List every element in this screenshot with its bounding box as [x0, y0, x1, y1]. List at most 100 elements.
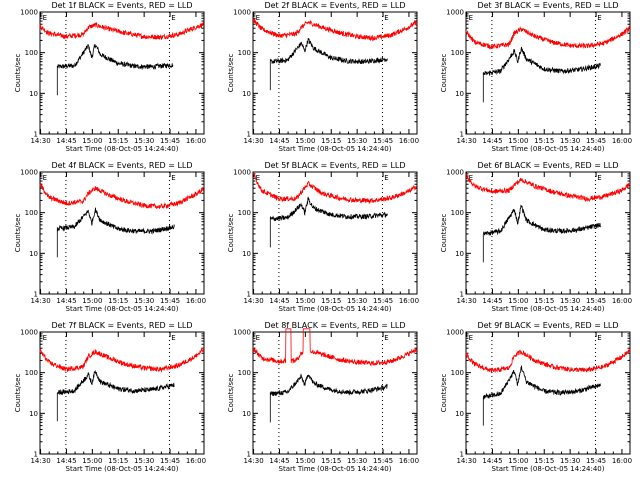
plot-frame — [39, 11, 205, 135]
x-tick-label: 15:00 — [82, 297, 102, 305]
y-tick-label: 10 — [242, 250, 251, 258]
lld-series-line — [39, 21, 205, 41]
x-tick-label: 15:45 — [373, 137, 393, 145]
y-tick-label: 10 — [455, 250, 464, 258]
plot-frame — [252, 331, 418, 455]
panel-title: Det 6f BLACK = Events, RED = LLD — [477, 161, 618, 170]
chart-panel-7: Det 7f BLACK = Events, RED = LLD E E 1 10 100… — [14, 321, 206, 473]
x-tick-label: 15:00 — [295, 137, 315, 145]
x-tick-label: 15:15 — [321, 137, 341, 145]
x-tick-label: 14:45 — [56, 297, 76, 305]
marker-letter: E — [256, 174, 260, 182]
y-tick-label: 1000 — [20, 169, 38, 177]
x-axis-label: Start Time (08-Oct-05 14:24:40) — [492, 145, 605, 153]
marker-letter: E — [597, 334, 601, 342]
y-tick-label: 1000 — [20, 329, 38, 337]
marker-letter: E — [171, 334, 175, 342]
y-axis-label: Counts/sec — [14, 214, 22, 253]
x-axis-label: Start Time (08-Oct-05 14:24:40) — [279, 145, 392, 153]
y-tick-label: 1 — [460, 131, 464, 139]
events-series-line — [269, 196, 388, 248]
events-series-line — [482, 204, 601, 263]
y-tick-label: 10 — [242, 410, 251, 418]
plot-frame — [465, 171, 631, 295]
y-axis-label: Counts/sec — [227, 374, 235, 413]
marker-letter: E — [597, 174, 601, 182]
x-tick-label: 15:45 — [160, 297, 180, 305]
lld-series-line — [465, 25, 631, 50]
y-axis-label: Counts/sec — [227, 54, 235, 93]
y-tick-label: 1 — [247, 451, 251, 459]
x-tick-label: 14:45 — [269, 137, 289, 145]
chart-panel-8: Det 8f BLACK = Events, RED = LLD E E 1 10 100… — [227, 321, 419, 473]
y-tick-label: 10 — [455, 410, 464, 418]
x-tick-label: 15:15 — [534, 457, 554, 465]
x-tick-label: 16:00 — [399, 297, 419, 305]
x-tick-label: 14:30 — [456, 457, 476, 465]
y-tick-label: 100 — [451, 369, 464, 377]
x-tick-label: 15:00 — [508, 457, 528, 465]
y-tick-label: 10 — [29, 90, 38, 98]
y-tick-label: 1000 — [233, 169, 251, 177]
x-axis-label: Start Time (08-Oct-05 14:24:40) — [492, 305, 605, 313]
x-tick-label: 14:30 — [243, 297, 263, 305]
y-tick-label: 1 — [247, 291, 251, 299]
plot-frame — [252, 171, 418, 295]
x-tick-label: 14:45 — [482, 457, 502, 465]
y-axis-label: Counts/sec — [440, 374, 448, 413]
lld-series-line — [252, 172, 418, 205]
x-tick-label: 14:30 — [243, 457, 263, 465]
y-tick-label: 1000 — [446, 9, 464, 17]
chart-panel-5: Det 5f BLACK = Events, RED = LLD E E 1 10 100… — [227, 161, 419, 313]
y-tick-label: 100 — [238, 369, 251, 377]
x-tick-label: 16:00 — [612, 457, 632, 465]
y-tick-label: 10 — [242, 90, 251, 98]
x-tick-label: 14:30 — [30, 137, 50, 145]
x-axis-label: Start Time (08-Oct-05 14:24:40) — [492, 465, 605, 473]
events-series-line — [482, 365, 601, 426]
y-tick-label: 1 — [247, 131, 251, 139]
panel-title: Det 9f BLACK = Events, RED = LLD — [477, 321, 618, 330]
plot-frame — [39, 331, 205, 455]
y-tick-label: 100 — [238, 49, 251, 57]
x-tick-label: 15:30 — [134, 297, 154, 305]
panel-title: Det 5f BLACK = Events, RED = LLD — [264, 161, 405, 170]
x-tick-label: 14:30 — [30, 297, 50, 305]
x-axis-label: Start Time (08-Oct-05 14:24:40) — [279, 465, 392, 473]
x-tick-label: 14:45 — [482, 297, 502, 305]
x-tick-label: 16:00 — [186, 297, 206, 305]
x-tick-label: 14:30 — [456, 297, 476, 305]
marker-letter: E — [384, 14, 388, 22]
x-tick-label: 14:45 — [269, 297, 289, 305]
y-tick-label: 1000 — [446, 329, 464, 337]
y-tick-label: 100 — [451, 49, 464, 57]
x-tick-label: 15:15 — [534, 297, 554, 305]
x-tick-label: 15:15 — [108, 137, 128, 145]
x-tick-label: 15:00 — [295, 457, 315, 465]
y-tick-label: 10 — [455, 90, 464, 98]
x-tick-label: 15:30 — [134, 137, 154, 145]
y-axis-label: Counts/sec — [440, 54, 448, 93]
y-axis-label: Counts/sec — [14, 54, 22, 93]
x-tick-label: 15:00 — [82, 137, 102, 145]
marker-letter: E — [597, 14, 601, 22]
x-axis-label: Start Time (08-Oct-05 14:24:40) — [279, 305, 392, 313]
panel-title: Det 7f BLACK = Events, RED = LLD — [51, 321, 192, 330]
y-tick-label: 1000 — [233, 9, 251, 17]
x-tick-label: 15:15 — [321, 297, 341, 305]
x-axis-label: Start Time (08-Oct-05 14:24:40) — [66, 145, 179, 153]
lld-series-line — [465, 349, 631, 374]
y-tick-label: 1000 — [20, 9, 38, 17]
x-tick-label: 15:00 — [82, 457, 102, 465]
events-series-line — [482, 46, 601, 103]
x-tick-label: 15:15 — [534, 137, 554, 145]
y-tick-label: 100 — [238, 209, 251, 217]
y-tick-label: 100 — [25, 209, 38, 217]
marker-letter: E — [256, 334, 260, 342]
chart-panel-2: Det 2f BLACK = Events, RED = LLD E E 1 10 100… — [227, 1, 419, 153]
x-tick-label: 16:00 — [612, 137, 632, 145]
x-tick-label: 15:30 — [134, 457, 154, 465]
x-tick-label: 15:15 — [321, 457, 341, 465]
marker-letter: E — [171, 174, 175, 182]
